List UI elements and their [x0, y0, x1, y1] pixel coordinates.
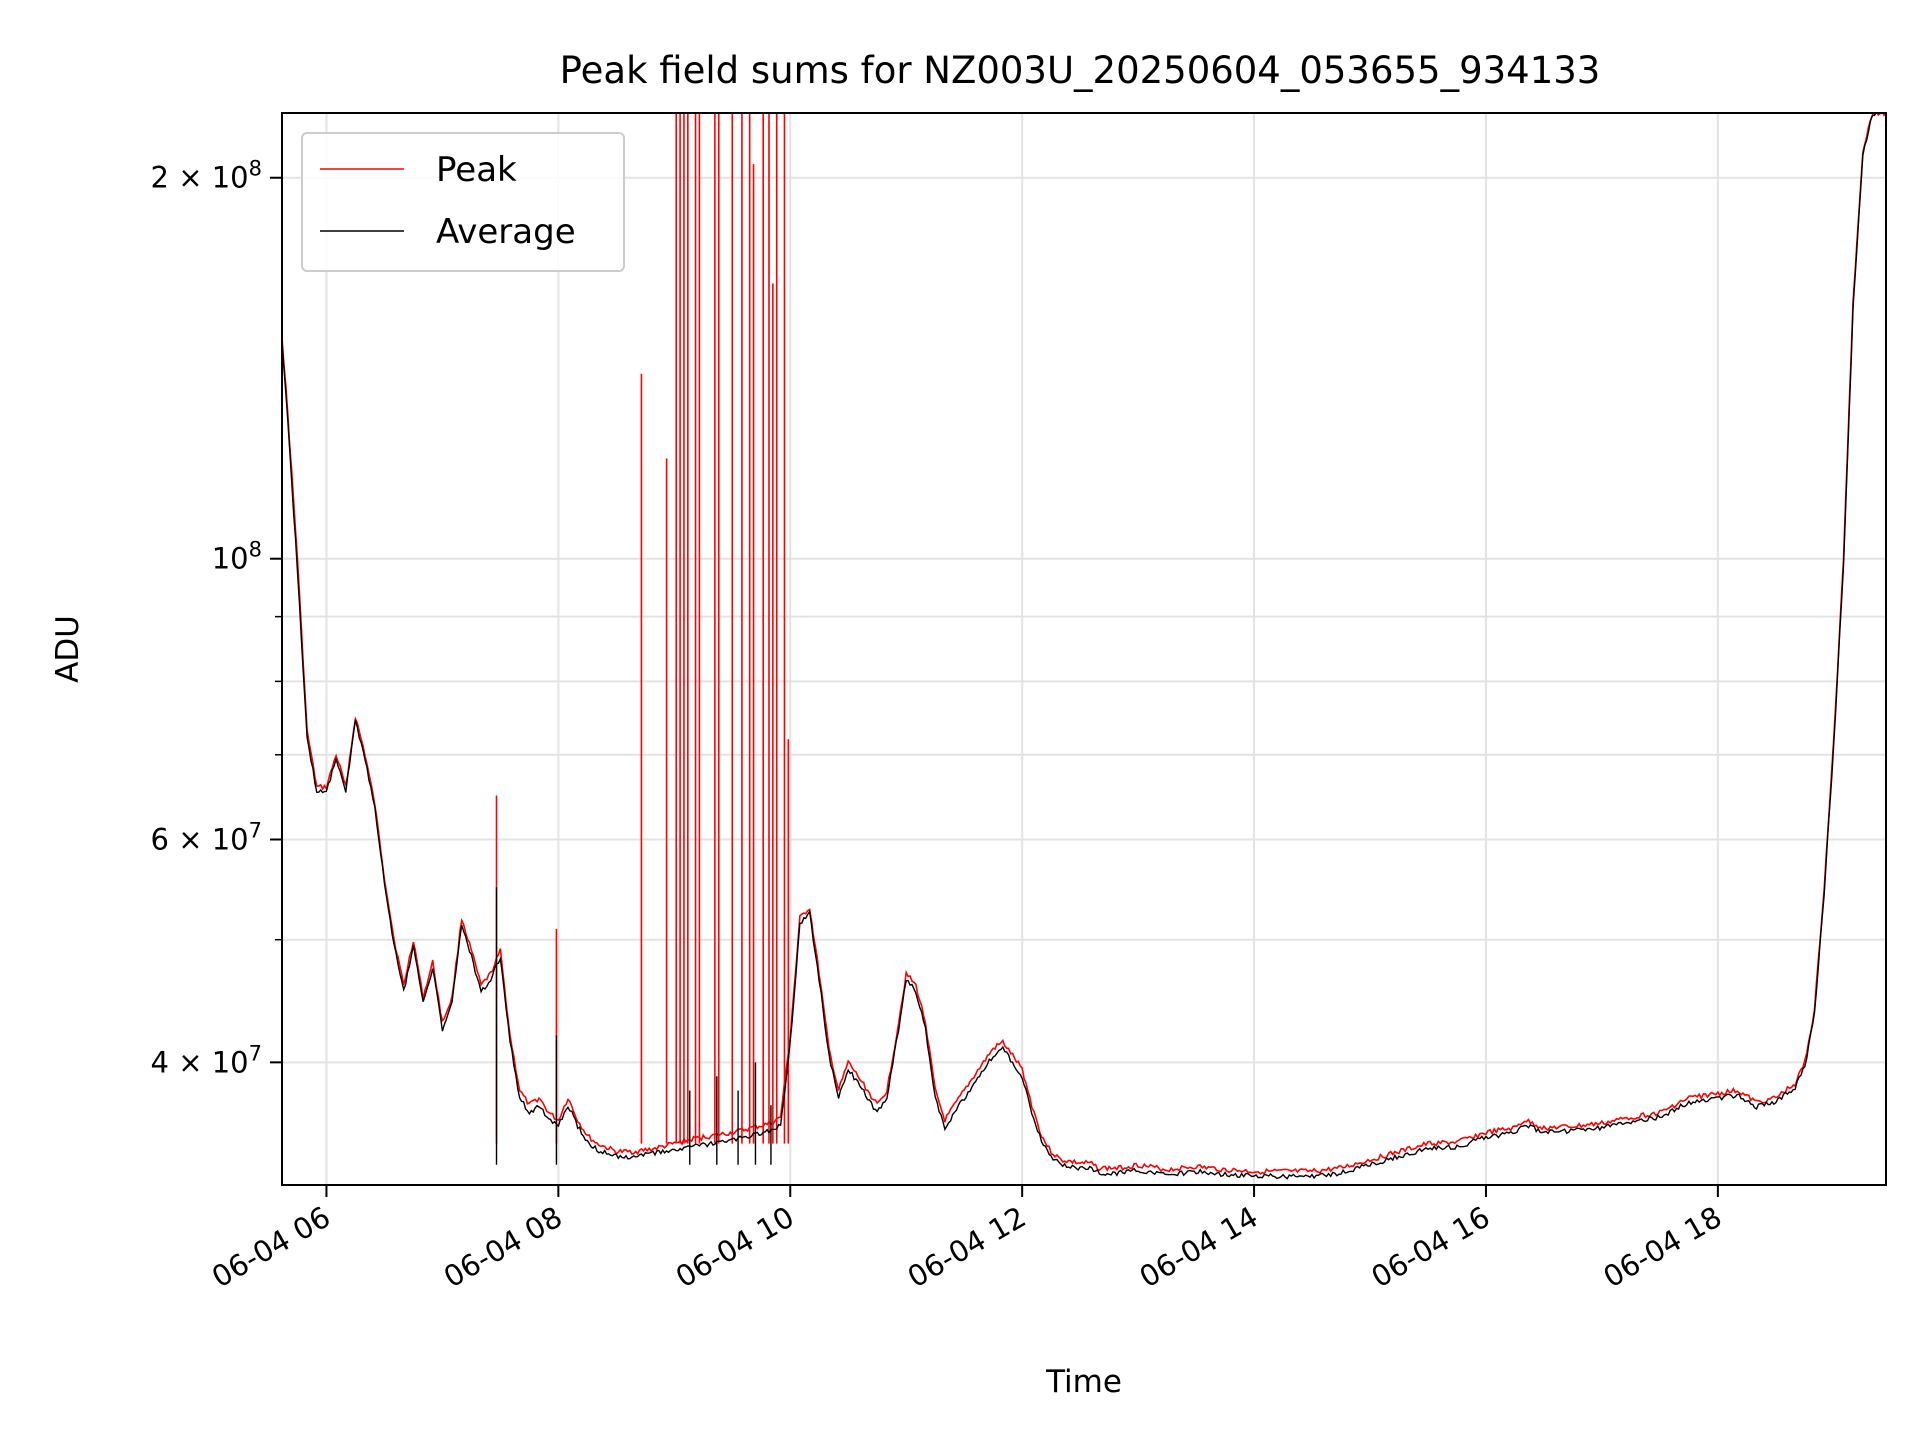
x-axis-label: Time — [1045, 1364, 1122, 1400]
y-axis-label: ADU — [50, 615, 86, 683]
legend-box — [301, 132, 625, 272]
legend-label-peak: Peak — [436, 150, 517, 190]
series-layer — [282, 113, 1886, 1180]
series-line-peak — [282, 113, 1886, 1175]
chart-title: Peak field sums for NZ003U_20250604_0536… — [560, 49, 1601, 92]
y-tick-label: 2 × 108 — [151, 157, 262, 195]
plot-frame — [281, 112, 1887, 1186]
legend-label-average: Average — [436, 212, 576, 252]
y-tick-label: 108 — [212, 538, 262, 576]
series-line-average — [282, 113, 1886, 1180]
legend: Peak Average — [301, 132, 625, 272]
grid-lines — [282, 113, 1886, 1185]
y-axis-ticks: 4 × 107 6 × 107 108 2 × 108 — [151, 157, 282, 1079]
y-tick-label: 4 × 107 — [151, 1041, 262, 1079]
y-tick-label: 6 × 107 — [151, 818, 262, 856]
